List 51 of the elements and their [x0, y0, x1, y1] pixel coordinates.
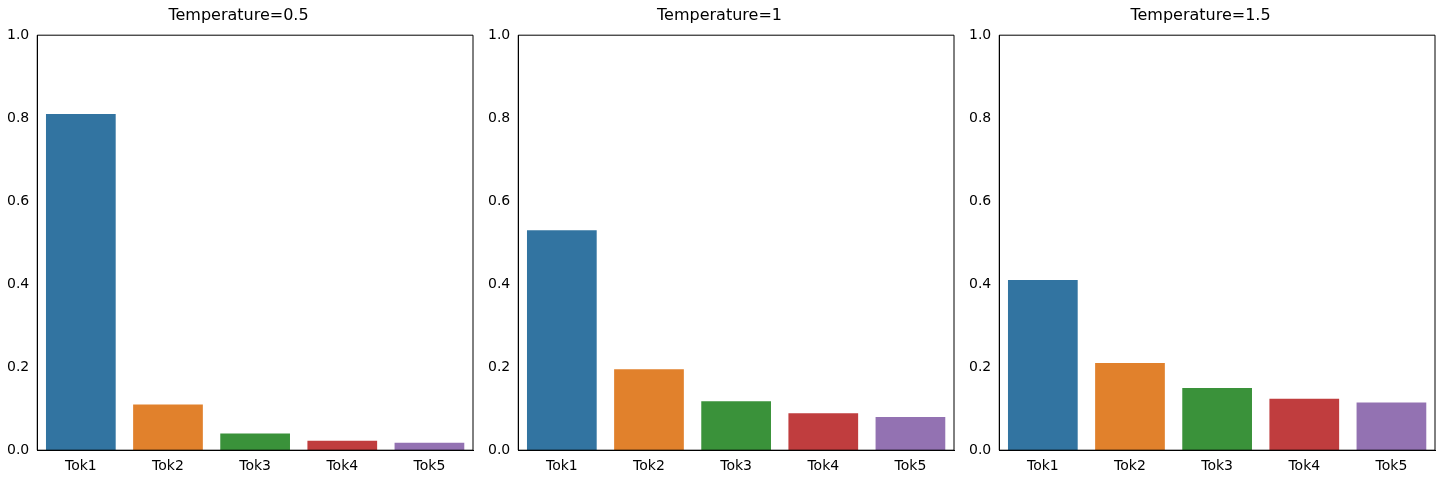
y-tick-label: 0.4 [969, 274, 992, 291]
y-tick-label: 0.0 [969, 440, 992, 457]
bar [1007, 280, 1078, 451]
y-tick-label: 0.6 [7, 191, 30, 208]
bar [1269, 398, 1340, 451]
bar [220, 433, 290, 451]
x-tick-label: Tok5 [893, 457, 927, 474]
bar [526, 230, 597, 451]
bar [614, 369, 684, 451]
y-tick-label: 0.8 [488, 108, 511, 125]
bar [1095, 363, 1165, 451]
x-tick-label: Tok3 [719, 457, 753, 474]
y-tick-label: 0.8 [7, 108, 30, 125]
x-tick-label: Tok4 [806, 457, 840, 474]
y-tick-label: 0.0 [488, 440, 511, 457]
chart-title: Temperature=0.5 [167, 4, 309, 24]
y-tick-label: 0.2 [7, 357, 30, 374]
x-tick-label: Tok1 [63, 457, 97, 474]
y-tick-label: 0.8 [969, 108, 992, 125]
x-tick-label: Tok1 [544, 457, 578, 474]
bar [133, 404, 203, 451]
x-tick-label: Tok3 [238, 457, 272, 474]
y-tick-label: 0.6 [488, 191, 511, 208]
y-tick-label: 0.4 [7, 274, 30, 291]
chart-title: Temperature=1 [656, 4, 782, 24]
bar [1356, 402, 1427, 451]
y-tick-label: 0.6 [969, 191, 992, 208]
bar [701, 401, 771, 451]
bar [875, 417, 946, 451]
x-tick-label: Tok2 [1113, 457, 1146, 474]
y-tick-label: 1.0 [969, 25, 992, 42]
x-tick-label: Tok4 [325, 457, 359, 474]
bar [1182, 387, 1252, 451]
y-tick-label: 0.4 [488, 274, 511, 291]
bar [307, 440, 378, 451]
bar [45, 114, 116, 451]
y-tick-label: 0.0 [7, 440, 30, 457]
x-tick-label: Tok5 [1374, 457, 1408, 474]
x-tick-label: Tok1 [1025, 457, 1059, 474]
x-tick-label: Tok2 [632, 457, 665, 474]
y-tick-label: 0.2 [969, 357, 992, 374]
x-tick-label: Tok4 [1287, 457, 1321, 474]
x-tick-label: Tok2 [151, 457, 184, 474]
y-tick-label: 1.0 [488, 25, 511, 42]
x-tick-label: Tok3 [1200, 457, 1234, 474]
chart-title: Temperature=1.5 [1129, 4, 1271, 24]
bar [788, 413, 859, 451]
y-tick-label: 0.2 [488, 357, 511, 374]
bar [394, 442, 465, 451]
x-tick-label: Tok5 [412, 457, 446, 474]
y-tick-label: 1.0 [7, 25, 30, 42]
